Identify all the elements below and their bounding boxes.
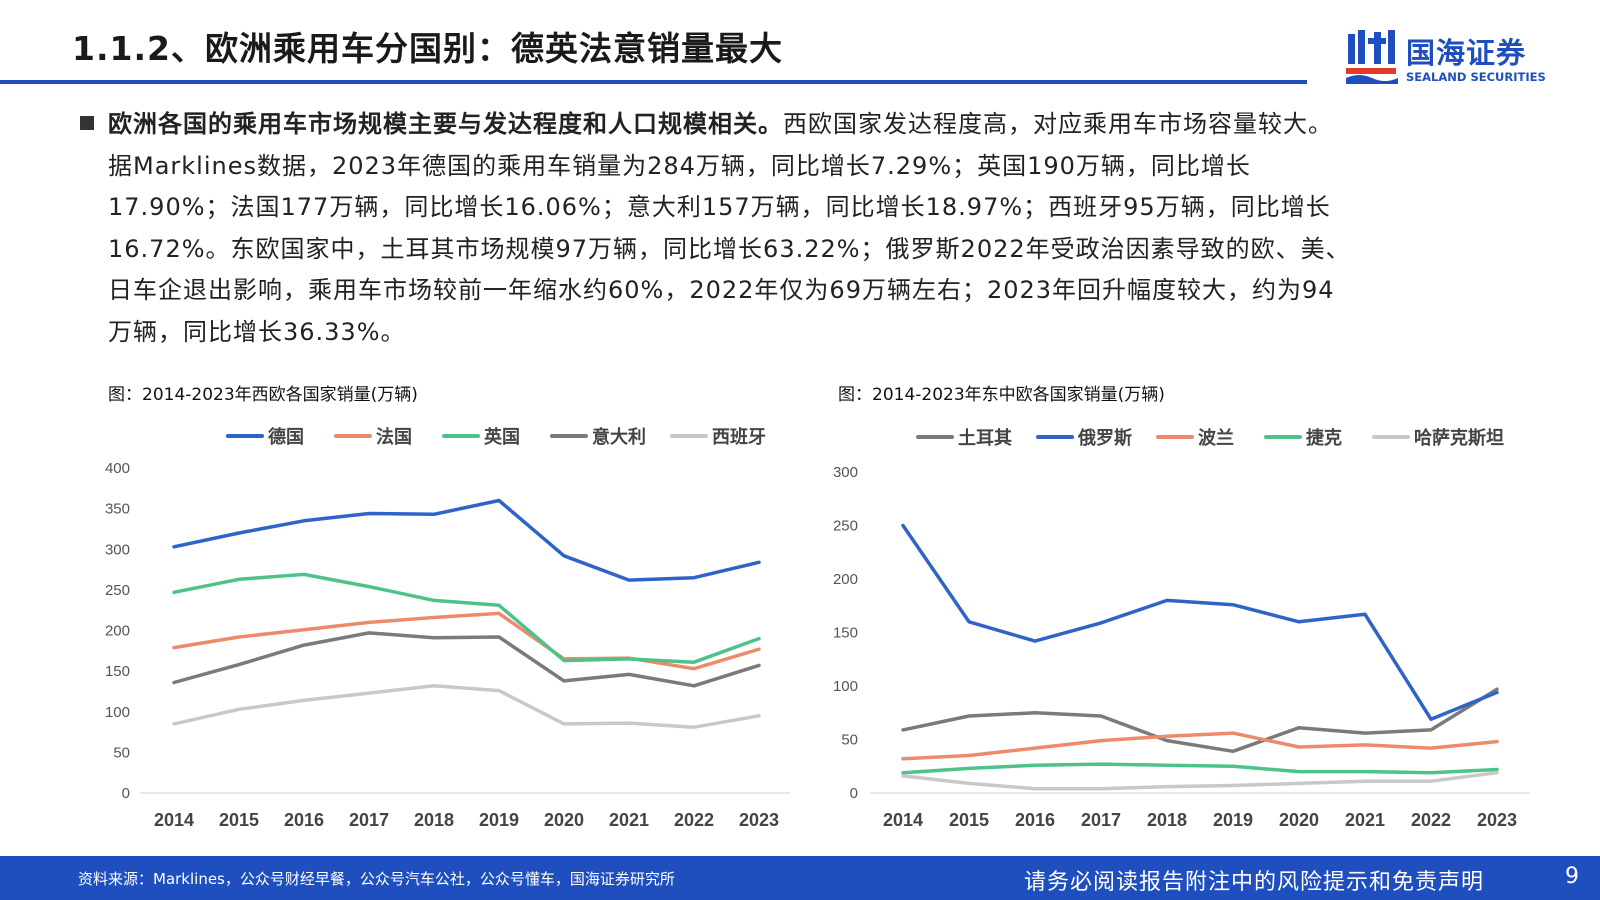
y-tick-label: 0 [122, 785, 130, 802]
x-tick-label: 2014 [883, 810, 923, 830]
x-tick-label: 2015 [219, 810, 259, 830]
legend-label: 土耳其 [958, 428, 1012, 449]
series-line [901, 770, 1499, 791]
body-line-5: 日车企退出影响，乘用车市场较前一年缩水约60%，2022年仅为69万辆左右；20… [108, 276, 1335, 304]
body-paragraph: 欧洲各国的乘用车市场规模主要与发达程度和人口规模相关。西欧国家发达程度高，对应乘… [80, 104, 1540, 353]
sealand-logo-icon [1346, 30, 1398, 84]
series-line [901, 687, 1499, 754]
y-tick-label: 0 [850, 785, 858, 802]
body-line-2: 据Marklines数据，2023年德国的乘用车销量为284万辆，同比增长7.2… [108, 151, 1251, 180]
chart-title-west-europe: 图：2014-2023年西欧各国家销量(万辆) [108, 385, 418, 405]
body-line-3: 17.90%；法国177万辆，同比增长16.06%；意大利157万辆，同比增长1… [108, 193, 1331, 221]
x-tick-label: 2022 [1411, 810, 1451, 830]
title-underline [0, 80, 1307, 84]
y-tick-label: 150 [105, 663, 130, 680]
y-tick-label: 200 [833, 571, 858, 588]
y-tick-label: 50 [841, 732, 858, 749]
y-tick-label: 200 [105, 623, 130, 640]
legend-label: 意大利 [592, 426, 646, 448]
legend-label: 哈萨克斯坦 [1414, 427, 1504, 449]
x-tick-label: 2018 [414, 810, 454, 830]
y-tick-label: 300 [833, 464, 858, 481]
legend-label: 德国 [268, 426, 304, 448]
x-tick-label: 2017 [349, 810, 389, 830]
x-tick-label: 2018 [1147, 810, 1187, 830]
x-tick-label: 2023 [739, 810, 779, 830]
series-line [172, 684, 761, 729]
y-tick-label: 50 [113, 744, 130, 761]
page-number: 9 [1565, 864, 1579, 889]
legend-label: 波兰 [1198, 427, 1234, 449]
body-line-1: 西欧国家发达程度高，对应乘用车市场容量较大。 [783, 110, 1333, 138]
y-tick-label: 250 [833, 518, 858, 535]
x-tick-label: 2021 [609, 810, 649, 830]
x-tick-label: 2014 [154, 810, 194, 830]
company-logo: 国海证券 SEALAND SECURITIES [1344, 28, 1574, 88]
chart-title-east-central-europe: 图：2014-2023年东中欧各国家销量(万辆) [838, 385, 1165, 405]
page-title: 1.1.2、欧洲乘用车分国别：德英法意销量最大 [72, 29, 783, 68]
square-bullet-icon [80, 116, 94, 130]
y-tick-label: 150 [833, 625, 858, 642]
y-tick-label: 300 [105, 541, 130, 558]
logo-english-name: SEALAND SECURITIES [1406, 70, 1546, 84]
body-line-4: 16.72%。东欧国家中，土耳其市场规模97万辆，同比增长63.22%；俄罗斯2… [108, 234, 1351, 263]
y-tick-label: 100 [105, 704, 130, 721]
body-lead-sentence: 欧洲各国的乘用车市场规模主要与发达程度和人口规模相关。 [108, 110, 783, 138]
x-tick-label: 2019 [1213, 810, 1253, 830]
legend-label: 俄罗斯 [1077, 427, 1132, 449]
legend-label: 西班牙 [712, 427, 766, 448]
body-line-6: 万辆，同比增长36.33%。 [108, 317, 406, 346]
legend-label: 英国 [483, 426, 520, 448]
x-tick-label: 2015 [949, 810, 989, 830]
series-line [172, 631, 761, 688]
x-tick-label: 2017 [1081, 810, 1121, 830]
y-tick-label: 250 [105, 582, 130, 599]
legend-label: 捷克 [1306, 427, 1342, 449]
series-line [901, 523, 1499, 721]
footer-disclaimer: 请务必阅读报告附注中的风险提示和免责声明 [1024, 870, 1485, 895]
x-tick-label: 2022 [674, 810, 714, 830]
logo-chinese-name: 国海证券 [1406, 36, 1527, 70]
x-tick-label: 2016 [1015, 810, 1055, 830]
charts-canvas: 0 50 100 150 200 250 300 350 400 2014 2015 2016 2017… [105, 426, 1530, 830]
x-tick-label: 2019 [479, 810, 519, 830]
x-tick-label: 2020 [1279, 810, 1319, 830]
x-tick-label: 2021 [1345, 810, 1385, 830]
x-tick-label: 2020 [544, 810, 584, 830]
series-line [172, 572, 761, 664]
x-tick-label: 2023 [1477, 810, 1517, 830]
x-tick-label: 2016 [284, 810, 324, 830]
series-line [172, 611, 761, 671]
legend-label: 法国 [376, 426, 412, 448]
series-line [172, 498, 761, 582]
y-tick-label: 100 [833, 678, 858, 695]
footer-source: 资料来源：Marklines，公众号财经早餐，公众号汽车公社，公众号懂车，国海证… [78, 870, 675, 888]
y-tick-label: 350 [105, 501, 130, 518]
footer-bar: 资料来源：Marklines，公众号财经早餐，公众号汽车公社，公众号懂车，国海证… [0, 856, 1600, 900]
series-line [901, 762, 1499, 775]
y-tick-label: 400 [105, 460, 130, 477]
series-line [901, 731, 1499, 761]
